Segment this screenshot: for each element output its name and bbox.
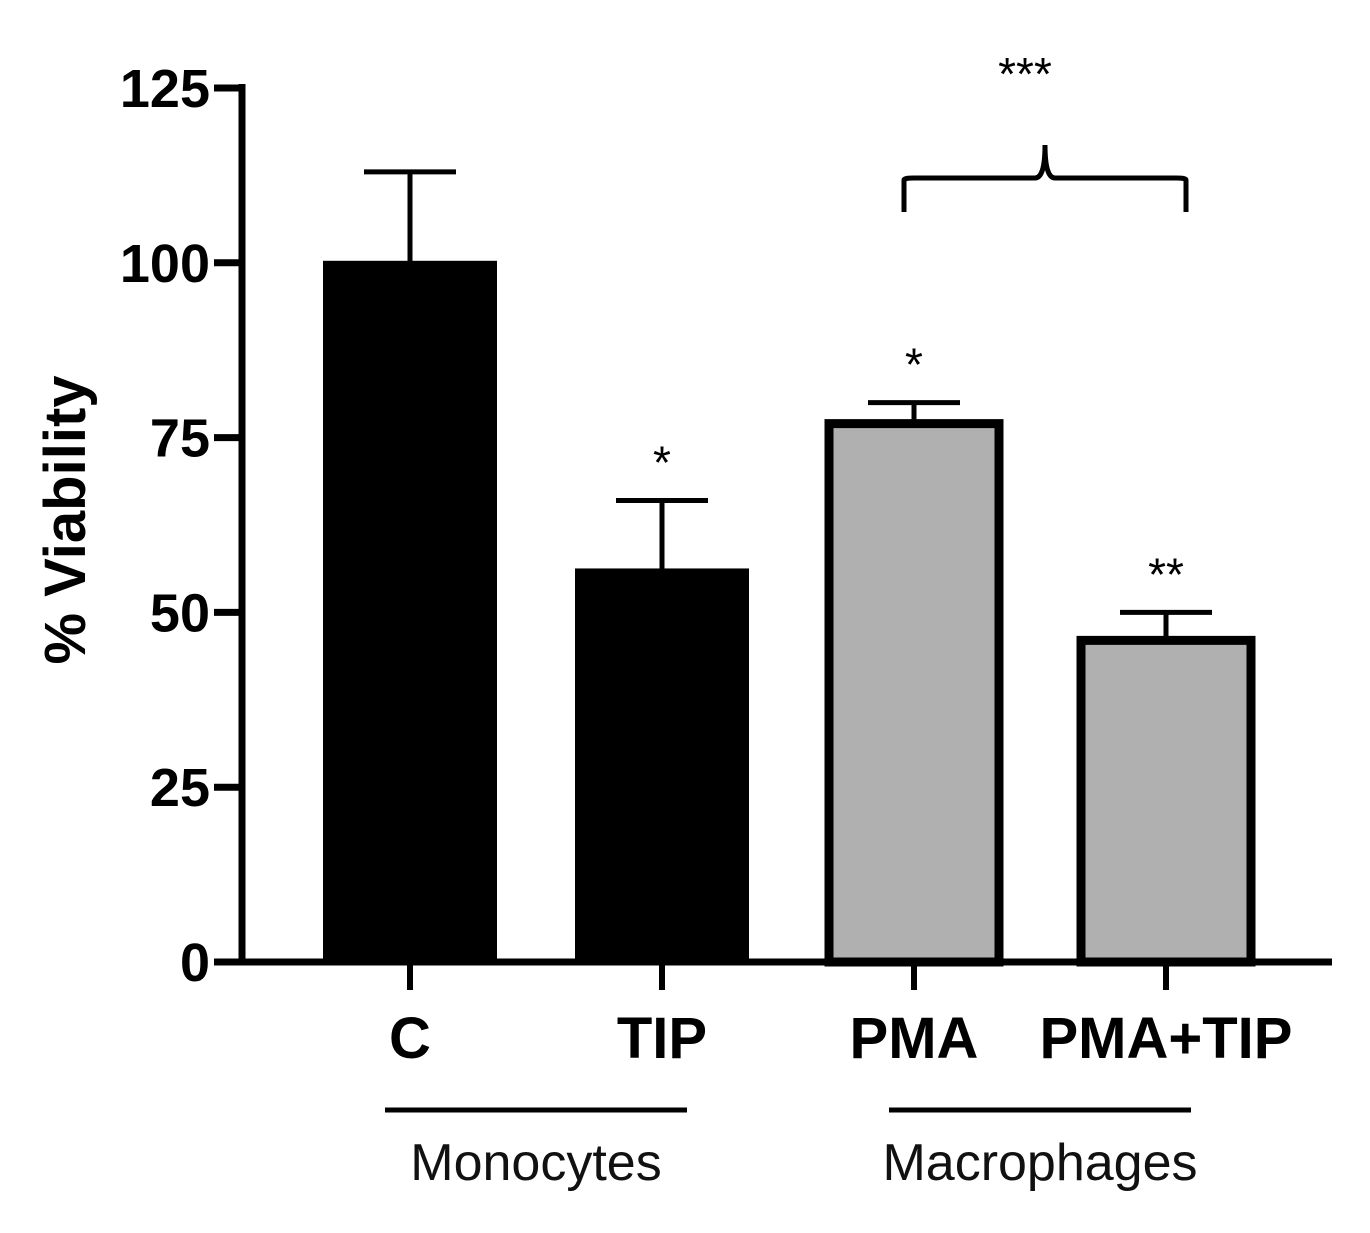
y-tick-label-50: 50 xyxy=(150,583,210,643)
y-axis-label: % Viability xyxy=(33,375,98,664)
axes: 0 25 50 75 100 125 xyxy=(120,59,1332,993)
group-label-1: Macrophages xyxy=(882,1134,1197,1192)
significance-1: * xyxy=(653,437,671,489)
bar-tip xyxy=(575,568,749,964)
y-tick-label-0: 0 xyxy=(180,933,210,993)
significance-3: ** xyxy=(1148,548,1184,600)
bars xyxy=(323,169,1256,967)
bracket-label: *** xyxy=(998,48,1052,100)
category-label-3: PMA+TIP xyxy=(1040,1006,1293,1071)
labels: C TIP * PMA * PMA+TIP ** Monocytes Macrophages **… xyxy=(385,48,1293,1192)
category-label-1: TIP xyxy=(617,1006,707,1071)
significance-2: * xyxy=(905,339,923,391)
y-tick-label-100: 100 xyxy=(120,234,210,294)
y-tick-label-75: 75 xyxy=(150,409,210,469)
bar-c xyxy=(323,260,497,964)
category-label-2: PMA xyxy=(850,1006,979,1071)
bar-pma xyxy=(824,419,1004,967)
bar-pma-tip xyxy=(1076,635,1256,967)
group-label-0: Monocytes xyxy=(410,1134,661,1192)
y-tick-label-25: 25 xyxy=(150,758,210,818)
category-label-0: C xyxy=(389,1006,431,1071)
y-tick-label-125: 125 xyxy=(120,59,210,119)
significance-bracket xyxy=(901,144,1189,212)
